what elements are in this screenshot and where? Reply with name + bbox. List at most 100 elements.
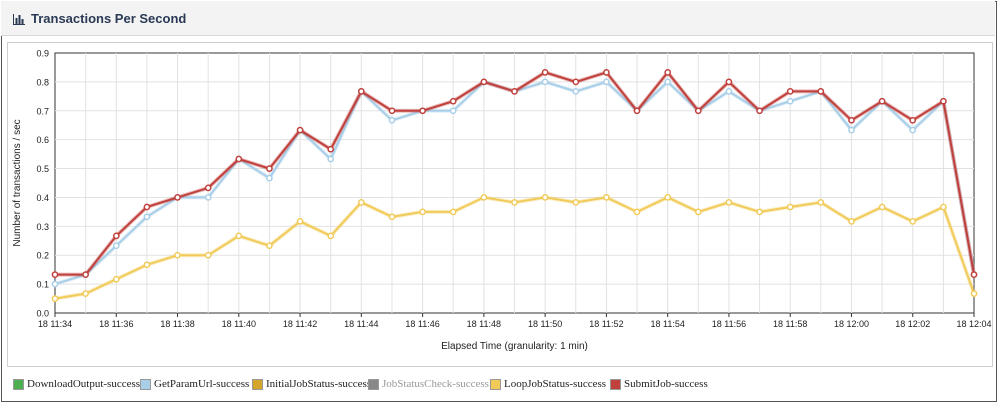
y-tick-label: 0.4 xyxy=(36,193,49,203)
y-tick-label: 0.8 xyxy=(36,77,49,87)
y-tick-label: 0.9 xyxy=(36,49,49,59)
y-tick-label: 0.3 xyxy=(36,222,49,232)
x-tick-label: 18 12:02 xyxy=(895,319,930,329)
data-point xyxy=(112,275,120,283)
data-point xyxy=(940,203,947,211)
data-point xyxy=(266,165,273,172)
x-tick-label: 18 11:50 xyxy=(528,319,562,329)
data-point xyxy=(786,203,794,211)
data-point xyxy=(909,116,917,124)
data-point xyxy=(511,88,518,95)
data-point xyxy=(51,280,59,288)
data-point xyxy=(449,107,457,115)
data-point xyxy=(909,126,917,134)
y-tick-label: 0.1 xyxy=(36,280,49,290)
data-point xyxy=(541,69,549,76)
x-tick-label: 18 11:48 xyxy=(467,319,501,329)
data-point xyxy=(664,78,672,86)
data-point xyxy=(204,251,212,259)
data-point xyxy=(848,116,855,124)
x-tick-label: 18 11:34 xyxy=(38,319,72,329)
data-point xyxy=(51,271,59,278)
data-point xyxy=(541,78,549,86)
legend-label: InitialJobStatus-success xyxy=(266,378,372,390)
legend-swatch xyxy=(13,379,24,390)
data-point xyxy=(878,203,886,211)
data-point xyxy=(235,155,243,163)
data-point xyxy=(419,107,426,115)
data-point xyxy=(480,78,488,86)
x-tick-label: 18 12:00 xyxy=(834,319,869,329)
data-point xyxy=(174,251,181,259)
data-point xyxy=(449,97,457,105)
x-tick-label: 18 11:44 xyxy=(344,319,378,329)
y-tick-label: 0.2 xyxy=(36,251,49,261)
data-point xyxy=(725,88,733,95)
data-point xyxy=(388,116,396,124)
data-point xyxy=(633,208,641,216)
data-point xyxy=(112,232,120,240)
legend-swatch xyxy=(610,379,621,390)
data-point xyxy=(143,213,151,221)
data-point xyxy=(266,242,273,250)
data-point xyxy=(694,107,702,115)
data-point xyxy=(786,97,794,105)
data-point xyxy=(327,155,335,163)
legend-label: DownloadOutput-success xyxy=(27,378,141,390)
data-point xyxy=(143,261,151,269)
data-point xyxy=(541,194,549,201)
legend-swatch xyxy=(252,379,263,390)
data-point xyxy=(266,174,273,182)
data-point xyxy=(296,218,304,225)
data-point xyxy=(940,97,947,105)
data-point xyxy=(909,218,917,225)
data-point xyxy=(480,194,488,201)
y-tick-label: 0.6 xyxy=(36,135,49,145)
x-tick-label: 18 11:54 xyxy=(650,319,684,329)
data-point xyxy=(664,69,672,76)
data-point xyxy=(970,290,978,297)
data-point xyxy=(878,97,886,105)
x-tick-label: 18 11:58 xyxy=(773,319,807,329)
x-tick-label: 18 11:56 xyxy=(712,319,746,329)
legend-swatch xyxy=(140,379,151,390)
data-point xyxy=(327,232,335,240)
bar-chart-icon xyxy=(13,14,25,25)
data-point xyxy=(756,107,763,115)
chart-legend: DownloadOutput-success GetParamUrl-succes… xyxy=(7,373,991,395)
line-chart: 0.0 0.1 0.2 0.3 0.4 0.5 0.6 0.7 0.8 0.9 18 11:34 18… xyxy=(12,49,992,353)
legend-label: LoopJobStatus-success xyxy=(504,378,607,390)
y-tick-label: 0.7 xyxy=(36,106,49,116)
data-point xyxy=(817,88,825,95)
data-point xyxy=(357,199,365,206)
data-point xyxy=(82,290,89,297)
x-tick-label: 18 11:40 xyxy=(222,319,256,329)
data-point xyxy=(603,69,610,76)
data-point xyxy=(419,208,426,216)
legend-label: SubmitJob-success xyxy=(624,378,708,390)
data-point xyxy=(633,107,641,115)
data-point xyxy=(174,194,181,201)
data-point xyxy=(235,232,243,240)
x-tick-label: 18 11:52 xyxy=(589,319,623,329)
data-point xyxy=(204,184,212,192)
chart-area: 0.0 0.1 0.2 0.3 0.4 0.5 0.6 0.7 0.8 0.9 18 11:34 18… xyxy=(7,42,993,367)
data-point xyxy=(388,213,396,221)
data-point xyxy=(848,126,855,134)
data-point xyxy=(449,208,457,216)
data-point xyxy=(572,199,580,206)
x-axis-label: Elapsed Time (granularity: 1 min) xyxy=(441,341,588,352)
y-axis-label: Number of transactions / sec xyxy=(12,119,23,246)
data-point xyxy=(603,194,610,201)
panel-header: Transactions Per Second xyxy=(1,1,995,36)
data-point xyxy=(143,203,151,211)
data-point xyxy=(848,218,855,225)
y-tick-label: 0.5 xyxy=(36,164,49,174)
data-point xyxy=(786,88,794,95)
x-tick-label: 18 11:36 xyxy=(99,319,133,329)
data-point xyxy=(664,194,672,201)
data-point xyxy=(296,126,304,134)
data-point xyxy=(725,199,733,206)
x-tick-label: 18 11:46 xyxy=(405,319,439,329)
x-tick-label: 18 12:04 xyxy=(956,319,991,329)
